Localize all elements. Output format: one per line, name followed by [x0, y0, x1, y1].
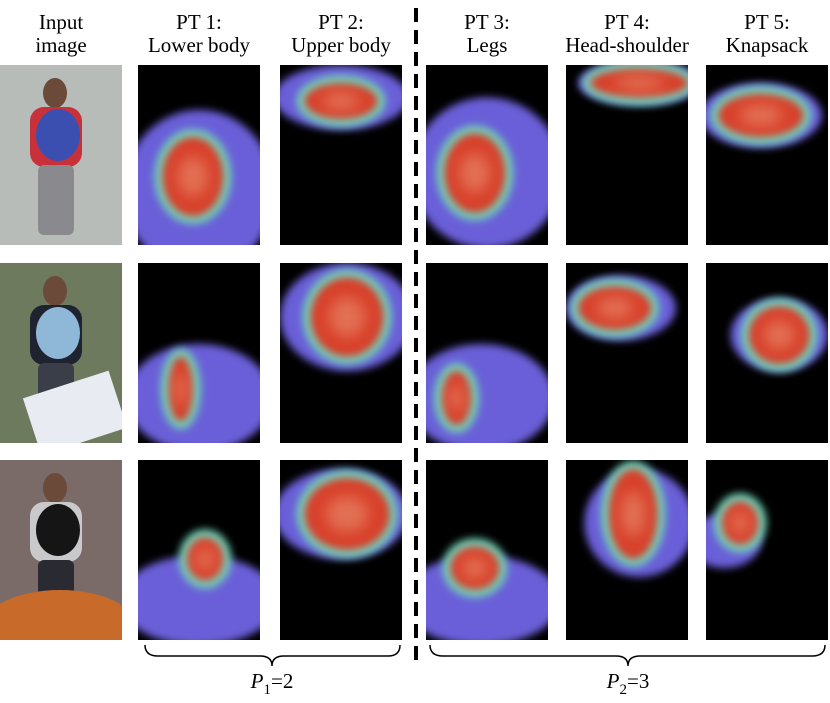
equals: =2 — [271, 669, 293, 693]
peak-response — [195, 548, 215, 570]
header-line: image — [35, 33, 86, 57]
attention-map — [426, 263, 548, 443]
backpack — [36, 307, 80, 359]
attention-map — [426, 65, 548, 245]
attention-map — [566, 65, 688, 245]
attention-map — [706, 460, 828, 640]
input-image — [0, 460, 122, 640]
header-line: PT 1: — [176, 10, 222, 34]
header-line: Head-shoulder — [565, 33, 689, 57]
attention-map — [280, 263, 402, 443]
head — [43, 78, 67, 108]
input-image — [0, 263, 122, 443]
header-line: Input — [39, 10, 83, 34]
low-response — [138, 555, 260, 640]
attention-map — [706, 65, 828, 245]
attention-map — [280, 460, 402, 640]
peak-response — [459, 153, 491, 193]
peak-response — [449, 384, 464, 412]
image-grid — [0, 65, 828, 640]
backpack — [36, 109, 80, 161]
header-line: Knapsack — [726, 33, 809, 57]
head — [43, 473, 67, 503]
subscript: 2 — [619, 682, 627, 698]
peak-response — [177, 156, 209, 197]
attention-map — [138, 263, 260, 443]
symbol: P — [250, 669, 264, 693]
peak-response — [328, 297, 366, 337]
brace — [144, 644, 401, 667]
sign — [22, 370, 122, 443]
attention-map — [566, 460, 688, 640]
peak-response — [763, 320, 795, 350]
legs — [38, 165, 74, 235]
symbol: P — [606, 669, 620, 693]
header-line: PT 3: — [464, 10, 510, 34]
header-line: Legs — [467, 33, 508, 57]
backpack — [36, 504, 80, 556]
header-line: PT 5: — [744, 10, 790, 34]
peak-response — [739, 104, 783, 127]
input-image — [0, 65, 122, 245]
attention-map — [138, 460, 260, 640]
peak-response — [596, 297, 634, 319]
header-line: PT 2: — [318, 10, 364, 34]
header-line: PT 4: — [604, 10, 650, 34]
peak-response — [174, 372, 187, 406]
car — [0, 590, 122, 640]
group-label: P1=2 — [250, 669, 294, 698]
subscript: 1 — [263, 682, 271, 698]
low-response — [426, 344, 548, 443]
attention-map — [426, 460, 548, 640]
peak-response — [614, 75, 664, 91]
peak-response — [462, 557, 487, 579]
head — [43, 276, 67, 306]
peak-response — [322, 92, 360, 110]
attention-map — [138, 65, 260, 245]
header-line: Upper body — [291, 33, 391, 57]
peak-response — [620, 491, 646, 537]
attention-map — [280, 65, 402, 245]
equals: =3 — [627, 669, 649, 693]
peak-response — [731, 512, 750, 534]
group-label: P2=3 — [606, 669, 650, 698]
attention-map — [706, 263, 828, 443]
attention-map — [566, 263, 688, 443]
header-line: Lower body — [148, 33, 251, 57]
peak-response — [325, 496, 369, 532]
brace — [429, 644, 826, 667]
